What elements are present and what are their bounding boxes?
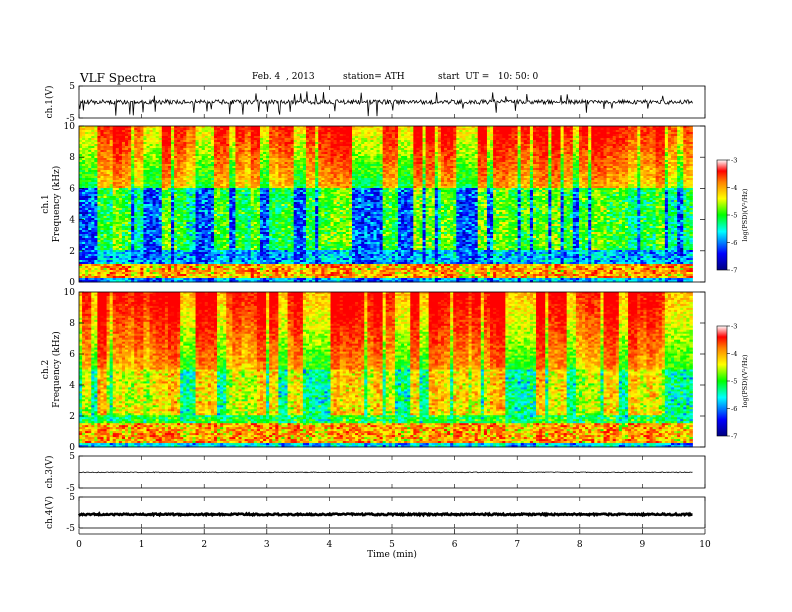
waveform-frame — [79, 86, 705, 118]
y-tick-label: 5 — [69, 82, 75, 92]
waveform-trace — [79, 91, 693, 116]
waveform-y-label: ch.1(V) — [44, 86, 55, 119]
